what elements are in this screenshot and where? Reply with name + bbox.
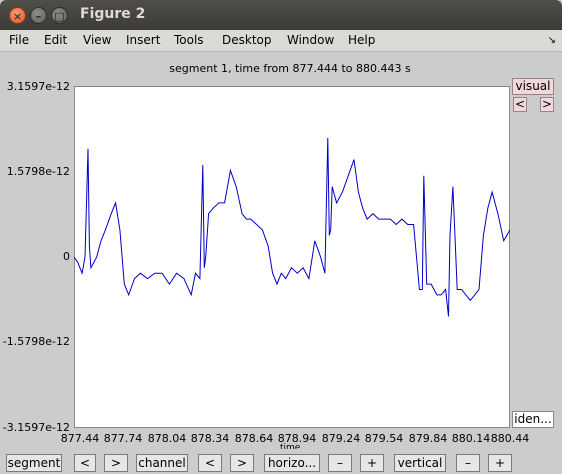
x-tick-label: 878.94	[277, 432, 317, 445]
horizontal-button[interactable]: horizo...	[264, 454, 320, 472]
channel-prev-button[interactable]: <	[198, 454, 222, 472]
horizontal-minus-button[interactable]: –	[328, 454, 352, 472]
y-tick-label: -1.5798e-12	[2, 335, 70, 348]
maximize-window-button[interactable]: □	[51, 7, 68, 24]
x-tick-label: 878.64	[234, 432, 274, 445]
signal-chart	[74, 137, 510, 317]
minimize-window-button[interactable]: –	[30, 7, 47, 24]
x-tick-label: 879.84	[408, 432, 448, 445]
menu-file[interactable]: File	[9, 33, 30, 47]
segment-button[interactable]: segment	[6, 454, 62, 472]
x-tick-label: 880.44	[490, 432, 530, 445]
y-tick-label: 1.5798e-12	[6, 165, 70, 178]
x-axis-label: time	[280, 443, 301, 449]
close-window-button[interactable]: ×	[9, 7, 26, 24]
y-tick-label: -3.1597e-12	[2, 421, 70, 434]
menu-desktop[interactable]: Desktop	[222, 33, 272, 47]
plot-area	[74, 86, 510, 428]
x-tick-label: 878.04	[147, 432, 187, 445]
y-tick-label: 0	[63, 250, 70, 263]
x-tick-label: 879.54	[364, 432, 404, 445]
dock-arrow-icon[interactable]: ↘	[547, 35, 556, 46]
channel-next-button[interactable]: >	[230, 454, 254, 472]
window-title: Figure 2	[80, 6, 146, 22]
menu-view[interactable]: View	[83, 33, 112, 47]
menu-insert[interactable]: Insert	[126, 33, 161, 47]
x-tick-label: 877.44	[60, 432, 100, 445]
menu-bar: File Edit View Insert Tools Desktop Wind…	[0, 30, 562, 52]
x-tick-label: 880.14	[451, 432, 491, 445]
segment-next-button[interactable]: >	[104, 454, 128, 472]
menu-window[interactable]: Window	[287, 33, 335, 47]
x-tick-label: 877.74	[103, 432, 143, 445]
vertical-minus-button[interactable]: –	[456, 454, 480, 472]
horizontal-plus-button[interactable]: +	[360, 454, 384, 472]
menu-help[interactable]: Help	[348, 33, 376, 47]
identify-button[interactable]: iden...	[512, 411, 554, 428]
channel-button[interactable]: channel	[136, 454, 188, 472]
y-tick-label: 3.1597e-12	[6, 80, 70, 93]
segment-prev-button[interactable]: <	[74, 454, 96, 472]
menu-edit[interactable]: Edit	[44, 33, 68, 47]
vertical-plus-button[interactable]: +	[488, 454, 512, 472]
x-tick-label: 878.34	[190, 432, 230, 445]
menu-tools[interactable]: Tools	[174, 33, 204, 47]
visual-prev-button[interactable]: <	[513, 97, 527, 112]
visual-next-button[interactable]: >	[540, 97, 554, 112]
signal-trace	[74, 137, 510, 317]
plot-title: segment 1, time from 877.444 to 880.443 …	[169, 62, 411, 75]
x-tick-label: 879.24	[321, 432, 361, 445]
vertical-button[interactable]: vertical	[394, 454, 446, 472]
title-bar: × – □ Figure 2	[0, 0, 562, 30]
visual-button[interactable]: visual	[512, 78, 554, 95]
